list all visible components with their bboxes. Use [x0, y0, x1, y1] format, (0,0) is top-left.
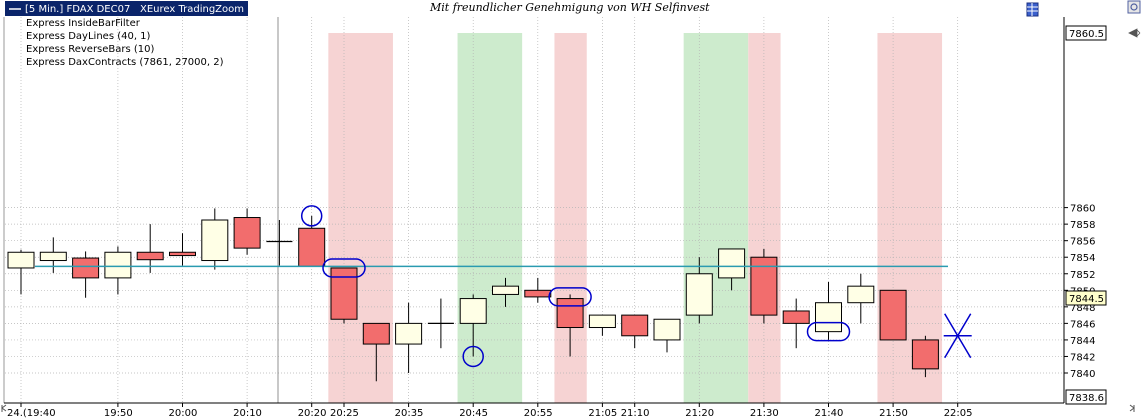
- x-tick-label-7: 20:10: [233, 408, 262, 419]
- x-tick-label-19: 21:10: [621, 408, 650, 419]
- x-tick-label-16: 20:55: [524, 408, 553, 419]
- x-tick-label-27: 21:50: [879, 408, 908, 419]
- bottom-price-box: 7838.6: [1065, 389, 1107, 405]
- settings-icon[interactable]: [1127, 0, 1141, 14]
- indicator-day-lines[interactable]: Express DayLines (40, 1): [26, 31, 151, 42]
- candle-body-26: [847, 285, 875, 304]
- y-tick-label-7844: 7844: [1070, 336, 1095, 347]
- instrument-label: [5 Min.] FDAX DEC07: [25, 4, 130, 15]
- watermark-text: Mit freundlicher Genehmigung von WH Self…: [429, 1, 710, 14]
- candle-body-7: [233, 217, 261, 249]
- top-price-label: 7860.5: [1069, 29, 1104, 40]
- candle-body-4: [136, 251, 164, 261]
- chart-title-bar[interactable]: [5 Min.] FDAX DEC07 XEurex TradingZoom: [5, 1, 248, 16]
- candle-body-12: [395, 322, 423, 345]
- y-tick-label-7856: 7856: [1070, 237, 1095, 248]
- indicator-reverse-bars[interactable]: Express ReverseBars (10): [26, 44, 155, 55]
- candle-body-16: [524, 289, 552, 298]
- candle-body-20: [653, 318, 681, 341]
- x-tick-label-18: 21:05: [588, 408, 617, 419]
- candle-body-27: [879, 289, 907, 341]
- y-tick-label-7854: 7854: [1070, 253, 1095, 264]
- x-tick-label-3: 19:50: [104, 408, 133, 419]
- x-tick-label-23: 21:30: [750, 408, 779, 419]
- indicator-list: Express InsideBarFilter Express DayLines…: [26, 18, 224, 68]
- candle-body-11: [362, 322, 390, 345]
- x-tick-label-0: 24.(19:40: [7, 408, 56, 419]
- grid-icon[interactable]: [1026, 2, 1039, 17]
- indicator-dax-contracts[interactable]: Express DaxContracts (7861, 27000, 2): [26, 57, 224, 68]
- candle-body-15: [492, 285, 519, 295]
- zone-green-3: [683, 33, 749, 403]
- y-tick-label-7852: 7852: [1070, 270, 1095, 281]
- marker-oval-3: [548, 287, 592, 307]
- y-tick-label-7846: 7846: [1070, 319, 1095, 330]
- x-tick-label-25: 21:40: [815, 408, 844, 419]
- candle-body-14: [459, 298, 487, 324]
- candle-body-25: [815, 302, 842, 333]
- x-tick-label-29: 22:05: [944, 408, 973, 419]
- candle-body-17: [556, 298, 584, 329]
- zone-red-0: [328, 33, 393, 403]
- x-tick-label-5: 20:00: [169, 408, 198, 419]
- x-tick-label-10: 20:25: [330, 408, 359, 419]
- x-tick-label-9: 20:20: [298, 408, 327, 419]
- top-price-box: 7860.5: [1065, 25, 1107, 41]
- candle-body-10: [330, 267, 358, 320]
- candle-body-22: [718, 248, 746, 279]
- y-tick-label-7848: 7848: [1070, 303, 1095, 314]
- indicator-inside-bar-filter[interactable]: Express InsideBarFilter: [26, 18, 141, 29]
- y-tick-label-7860: 7860: [1070, 204, 1095, 215]
- x-tick-label-12: 20:35: [395, 408, 424, 419]
- bottom-price-label: 7838.6: [1069, 393, 1104, 404]
- marker-oval-1: [322, 258, 366, 278]
- candle-bodies: [7, 217, 939, 370]
- candle-body-2: [72, 257, 100, 279]
- y-tick-label-7858: 7858: [1070, 220, 1095, 231]
- scroll-left-icon[interactable]: [1, 404, 7, 412]
- candle-body-5: [169, 251, 196, 257]
- arrows-icon[interactable]: [1128, 28, 1141, 38]
- signal-zones: [328, 33, 943, 403]
- scroll-right-icon[interactable]: [1129, 404, 1135, 412]
- candle-body-28: [911, 339, 939, 370]
- candle-body-9: [298, 227, 326, 267]
- zoom-label: XEurex TradingZoom: [140, 4, 244, 15]
- marker-circle-2: [462, 345, 484, 368]
- current-price-label: 7844.5: [1069, 294, 1104, 305]
- candle-body-21: [685, 273, 713, 316]
- candle-body-24: [782, 310, 810, 324]
- zone-green-1: [457, 33, 523, 403]
- marker-oval-4: [806, 321, 851, 342]
- candle-body-1: [39, 251, 67, 262]
- candle-body-18: [588, 314, 616, 329]
- grid-lines: [5, 17, 1063, 403]
- x-tick-label-14: 20:45: [459, 408, 488, 419]
- signal-markers: [300, 205, 972, 368]
- candle-body-19: [621, 314, 649, 337]
- time-axis: 24.(19:40 19:50 20:00 20:10 20:20 20:25 20:35 2…: [7, 403, 973, 419]
- current-price-box: 7844.5: [1065, 290, 1107, 306]
- candle-body-6: [201, 219, 229, 262]
- candle-body-3: [104, 251, 132, 279]
- marker-circle-0: [300, 205, 323, 227]
- y-tick-label-7840: 7840: [1070, 369, 1095, 380]
- zone-red-4: [748, 33, 781, 403]
- x-tick-label-21: 21:20: [685, 408, 714, 419]
- candle-body-0: [7, 251, 35, 269]
- y-tick-label-7842: 7842: [1070, 352, 1095, 363]
- marker-x-5: [943, 313, 972, 359]
